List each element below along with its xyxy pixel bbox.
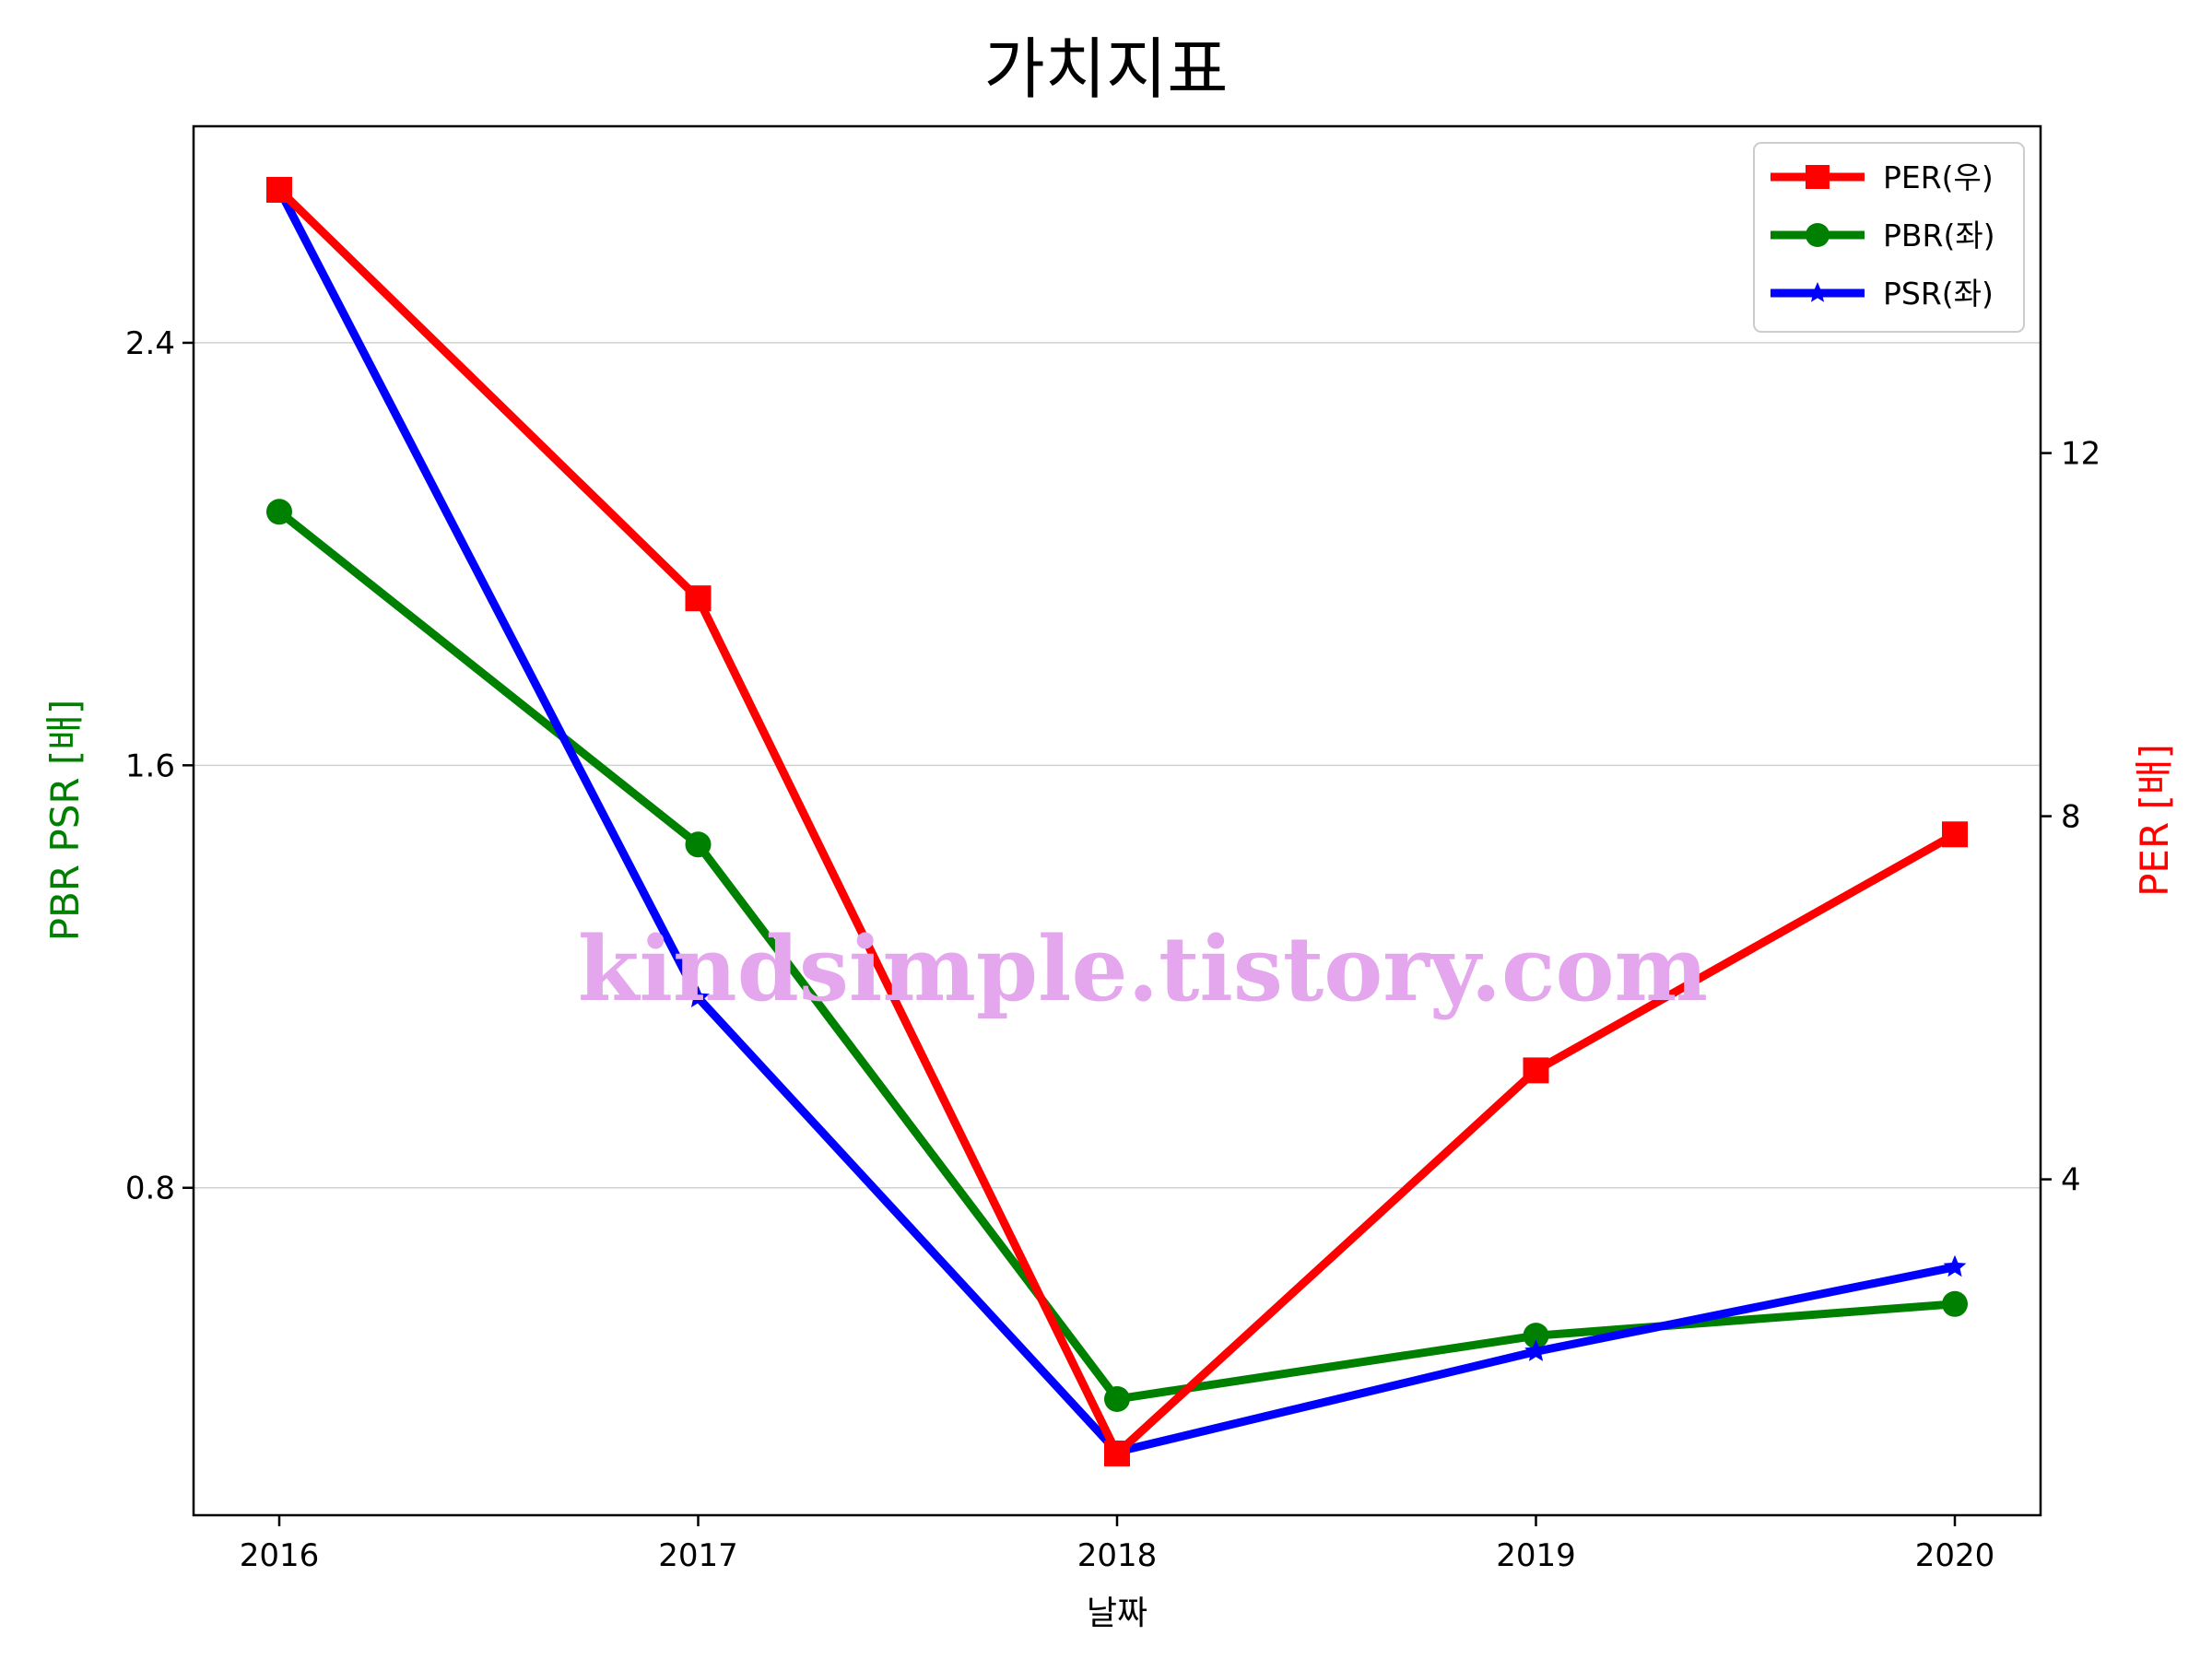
legend-marker — [1806, 223, 1830, 247]
data-point — [1942, 1290, 1968, 1317]
watermark: kindsimple.tistory.com — [578, 917, 1708, 1021]
data-point — [1942, 821, 1968, 848]
legend: PER(우) PBR(좌) PSR(좌) — [1753, 142, 2025, 333]
series-layer — [266, 176, 1968, 1467]
series-line — [275, 185, 1959, 1458]
left-y-axis: 0.8 1.6 2.4 — [125, 325, 194, 1207]
x-tick-label: 2018 — [1077, 1537, 1158, 1574]
right-tick-label: 8 — [2061, 799, 2081, 836]
data-point — [1104, 1385, 1130, 1412]
legend-marker — [1806, 165, 1830, 189]
series-square — [266, 176, 1968, 1467]
chart-title: 가치지표 — [984, 30, 1229, 108]
legend-entry-label: PSR(좌) — [1883, 276, 1994, 312]
data-point — [685, 831, 712, 858]
data-point — [1104, 1441, 1130, 1467]
x-tick-label: 2019 — [1496, 1537, 1576, 1574]
left-y-axis-label: PBR PSR [배] — [42, 700, 88, 942]
right-tick-label: 4 — [2061, 1162, 2081, 1199]
legend-entry-label: PBR(좌) — [1883, 218, 1995, 253]
data-point — [1524, 1339, 1547, 1361]
series-line — [275, 185, 1959, 1456]
x-tick-label: 2016 — [240, 1537, 320, 1574]
right-y-axis-label: PER [배] — [2132, 744, 2177, 897]
legend-marker — [1806, 282, 1829, 302]
right-tick-label: 12 — [2061, 436, 2100, 473]
left-tick-label: 0.8 — [125, 1171, 175, 1207]
data-point — [1523, 1057, 1549, 1084]
data-point — [1523, 1323, 1549, 1349]
gridlines — [194, 342, 2041, 1189]
data-point — [266, 176, 292, 203]
data-point — [266, 499, 292, 525]
x-axis: 2016 2017 2018 2019 2020 — [240, 1515, 1995, 1574]
series-star — [267, 177, 1967, 1462]
x-tick-label: 2017 — [658, 1537, 738, 1574]
legend-entry-label: PER(우) — [1883, 159, 1994, 195]
data-point — [687, 985, 710, 1007]
right-y-axis: 4 8 12 — [2041, 436, 2100, 1199]
left-tick-label: 1.6 — [125, 747, 175, 784]
left-tick-label: 2.4 — [125, 325, 175, 362]
data-point — [685, 585, 712, 612]
x-tick-label: 2020 — [1915, 1537, 1995, 1574]
x-axis-label: 날짜 — [1087, 1594, 1147, 1632]
legend-box — [1753, 142, 2025, 333]
data-point — [1943, 1254, 1967, 1277]
